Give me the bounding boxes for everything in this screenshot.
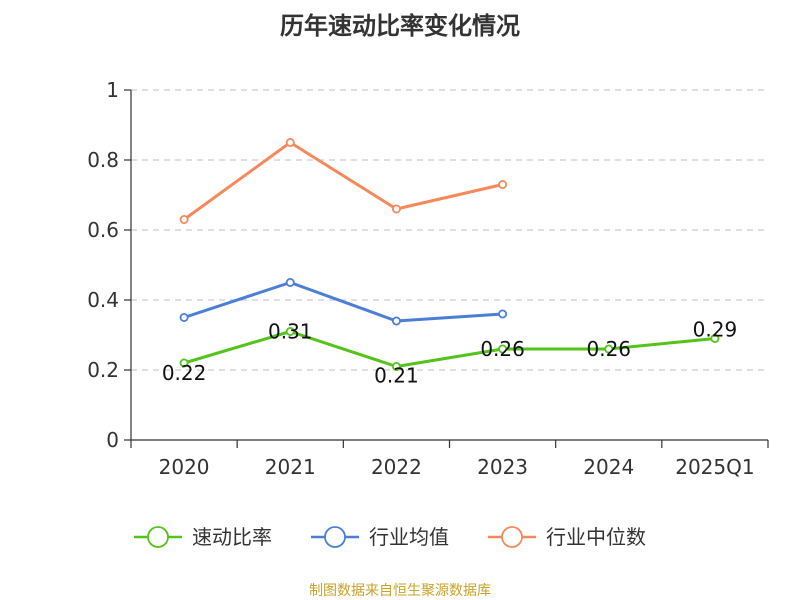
data-label: 0.26 xyxy=(480,337,525,361)
series-3 xyxy=(179,137,508,224)
data-point xyxy=(179,358,189,368)
series-group xyxy=(179,137,720,371)
y-tick-label: 1 xyxy=(106,78,119,102)
data-labels: 0.22 0.31 0.21 0.26 0.26 0.29 xyxy=(162,318,737,388)
data-label: 0.29 xyxy=(693,318,738,342)
series-line xyxy=(183,141,503,221)
series-2 xyxy=(179,277,508,326)
data-point xyxy=(710,333,720,343)
data-label: 0.22 xyxy=(162,361,207,385)
data-point xyxy=(179,214,189,224)
data-label: 0.31 xyxy=(268,320,313,344)
data-point xyxy=(391,361,401,371)
data-point xyxy=(391,316,401,326)
series-line xyxy=(183,330,716,368)
legend-marker xyxy=(147,526,169,548)
axes xyxy=(130,90,768,441)
chart-title: 历年速动比率变化情况 xyxy=(280,12,520,40)
y-tick-label: 0 xyxy=(106,428,119,452)
data-label: 0.26 xyxy=(586,337,631,361)
legend-marker xyxy=(324,526,346,548)
y-tick-label: 0.4 xyxy=(87,288,119,312)
data-point xyxy=(498,344,508,354)
legend-item-1[interactable]: 速动比率 xyxy=(134,525,272,549)
grid xyxy=(131,89,768,371)
legend-label: 速动比率 xyxy=(192,525,272,549)
y-tick-label: 0.6 xyxy=(87,218,119,242)
legend-label: 行业均值 xyxy=(369,525,449,549)
data-point xyxy=(179,312,189,322)
y-tick-label: 0.8 xyxy=(87,148,119,172)
data-point xyxy=(285,326,295,336)
data-point xyxy=(285,137,295,147)
data-point xyxy=(604,344,614,354)
legend[interactable]: 速动比率 行业均值 行业中位数 xyxy=(134,525,646,549)
data-label: 0.21 xyxy=(374,364,419,388)
data-point xyxy=(498,179,508,189)
x-tick-label: 2020 xyxy=(159,455,210,479)
y-tick-label: 0.2 xyxy=(87,358,119,382)
legend-marker xyxy=(501,526,523,548)
legend-label: 行业中位数 xyxy=(546,525,646,549)
x-axis-ticks: 2020 2021 2022 2023 2024 2025Q1 xyxy=(130,440,769,479)
data-point xyxy=(285,277,295,287)
data-point xyxy=(498,309,508,319)
x-tick-label: 2021 xyxy=(265,455,316,479)
x-tick-label: 2025Q1 xyxy=(675,455,754,479)
y-axis-ticks: 0 0.2 0.4 0.6 0.8 1 xyxy=(87,78,131,452)
x-tick-label: 2022 xyxy=(371,455,422,479)
source-note: 制图数据来自恒生聚源数据库 xyxy=(309,583,491,599)
x-tick-label: 2024 xyxy=(583,455,634,479)
legend-item-2[interactable]: 行业均值 xyxy=(311,525,449,549)
series-1 xyxy=(179,326,720,371)
x-tick-label: 2023 xyxy=(477,455,528,479)
legend-item-3[interactable]: 行业中位数 xyxy=(488,525,646,549)
series-line xyxy=(183,281,503,323)
data-point xyxy=(391,204,401,214)
